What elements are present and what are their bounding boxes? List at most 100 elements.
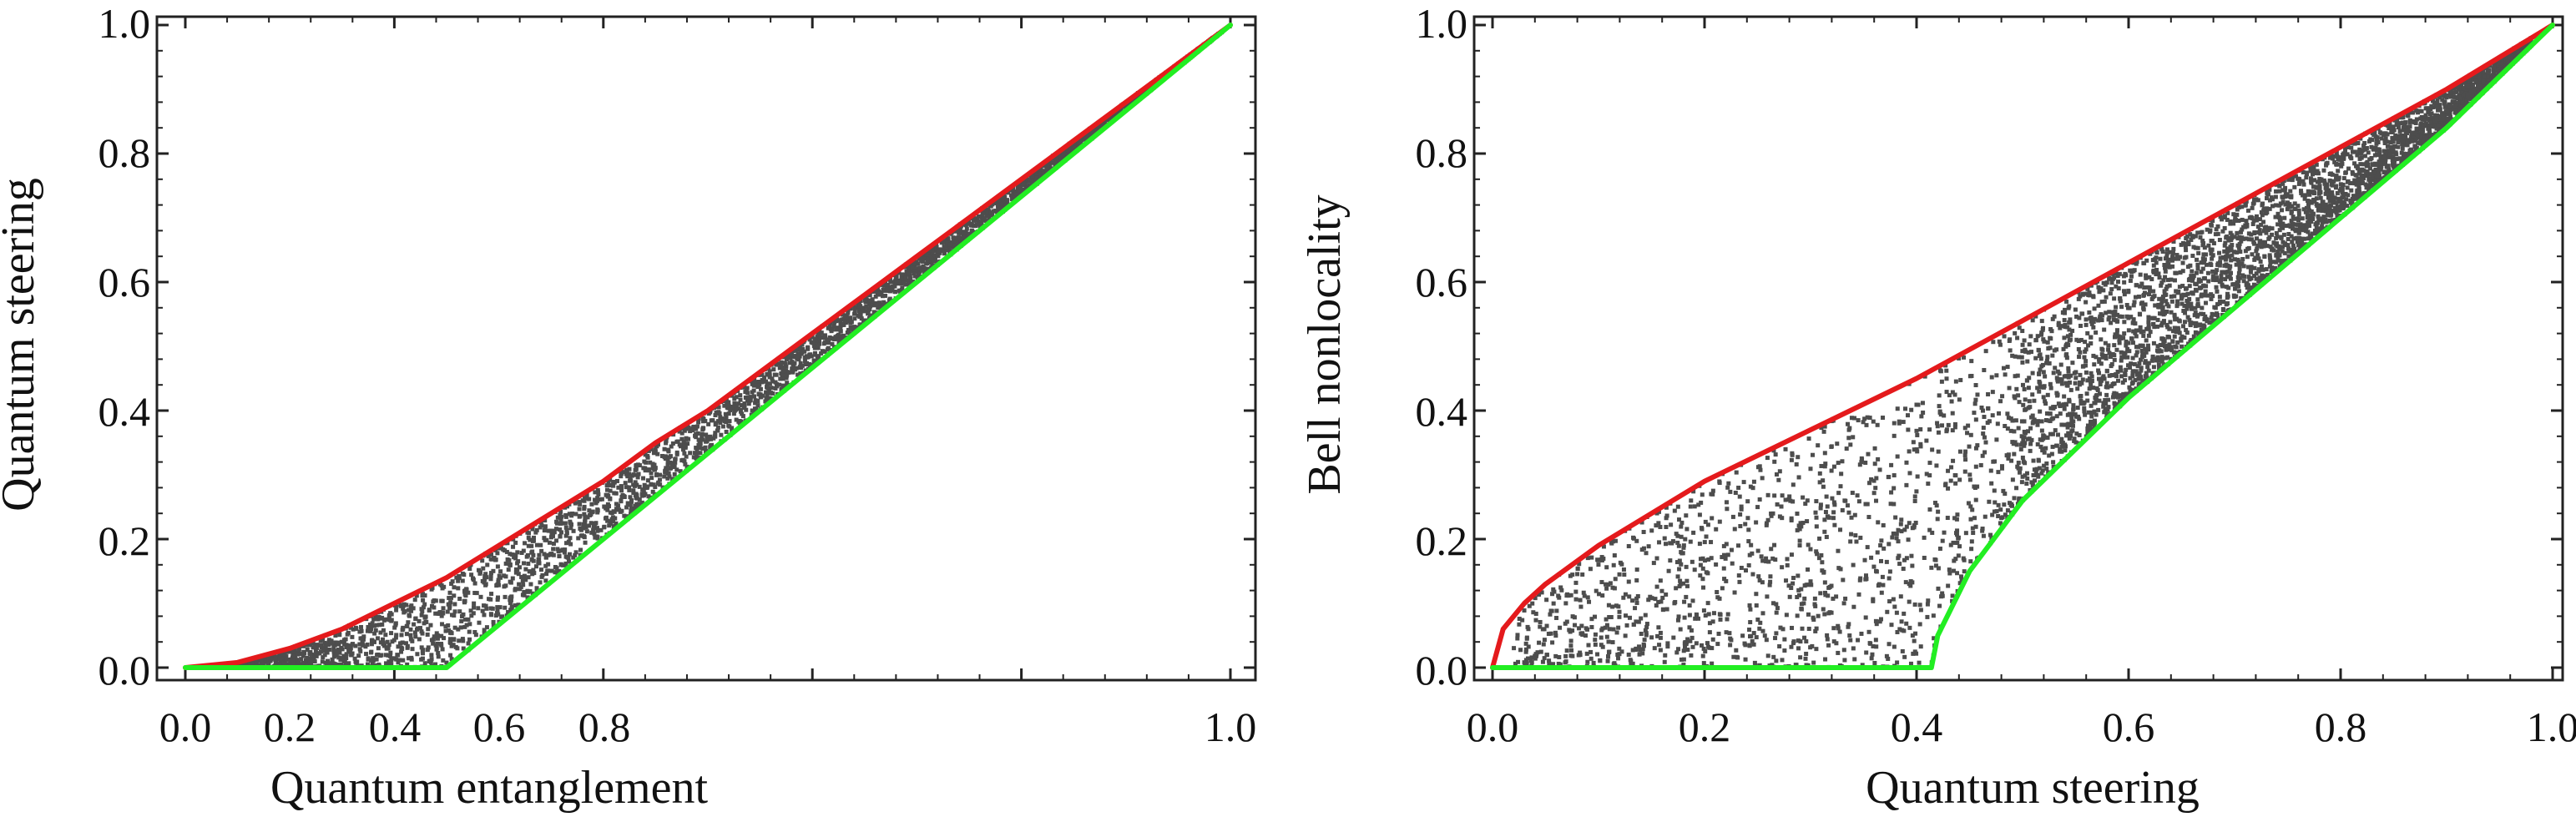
scatter-point xyxy=(694,446,699,451)
scatter-point xyxy=(825,337,830,342)
scatter-point xyxy=(452,625,457,630)
scatter-point xyxy=(777,382,782,387)
scatter-point xyxy=(2082,291,2087,296)
scatter-point xyxy=(441,606,446,611)
scatter-point xyxy=(2352,161,2357,166)
scatter-point xyxy=(2122,378,2127,383)
scatter-point xyxy=(1710,661,1715,666)
scatter-point xyxy=(2075,386,2080,391)
scatter-point xyxy=(695,424,700,429)
scatter-point xyxy=(323,646,328,651)
scatter-point xyxy=(2106,343,2111,348)
scatter-point xyxy=(1603,625,1608,630)
scatter-point xyxy=(496,595,501,600)
scatter-point xyxy=(643,468,648,473)
scatter-point xyxy=(713,431,718,436)
scatter-point xyxy=(594,526,599,531)
y-tick-label: 0.8 xyxy=(98,129,151,176)
scatter-point xyxy=(1134,96,1139,101)
scatter-point xyxy=(659,453,664,458)
scatter-point xyxy=(1986,406,1991,411)
scatter-point xyxy=(656,480,661,485)
scatter-point xyxy=(411,606,416,611)
scatter-point xyxy=(526,543,531,548)
scatter-point xyxy=(2033,470,2038,475)
scatter-point xyxy=(804,361,809,366)
scatter-point xyxy=(1548,612,1553,617)
scatter-point xyxy=(2040,468,2045,473)
scatter-point xyxy=(726,423,731,428)
scatter-point xyxy=(830,327,835,332)
scatter-point xyxy=(1675,540,1680,545)
scatter-point xyxy=(706,421,711,426)
scatter-point xyxy=(1955,512,1960,517)
scatter-point xyxy=(2250,205,2255,210)
scatter-point xyxy=(2023,397,2028,402)
scatter-point xyxy=(830,341,835,346)
scatter-point xyxy=(250,661,255,666)
scatter-point xyxy=(1595,652,1600,657)
scatter-point xyxy=(2073,376,2078,381)
scatter-point xyxy=(1619,649,1624,654)
scatter-point xyxy=(602,525,607,530)
scatter-point xyxy=(728,407,733,412)
scatter-point xyxy=(1902,611,1907,616)
scatter-point xyxy=(1014,192,1019,197)
scatter-point xyxy=(1682,599,1687,604)
scatter-point xyxy=(1817,471,1822,476)
scatter-point xyxy=(2097,359,2102,364)
scatter-point xyxy=(546,562,551,567)
scatter-point xyxy=(838,318,843,323)
scatter-point xyxy=(2259,222,2264,227)
scatter-point xyxy=(584,529,589,534)
scatter-point xyxy=(2077,416,2082,421)
scatter-point xyxy=(562,550,567,555)
scatter-point xyxy=(790,360,795,365)
scatter-point xyxy=(873,294,878,299)
scatter-point xyxy=(582,535,587,540)
scatter-point xyxy=(595,508,600,513)
scatter-point xyxy=(773,386,778,391)
scatter-point xyxy=(409,603,414,608)
scatter-point xyxy=(412,622,417,627)
scatter-point xyxy=(694,426,699,431)
scatter-point xyxy=(628,502,633,507)
scatter-point xyxy=(376,636,381,641)
scatter-point xyxy=(2290,204,2295,209)
scatter-point xyxy=(456,627,461,632)
scatter-point xyxy=(721,417,726,422)
scatter-point xyxy=(1901,420,1906,425)
scatter-point xyxy=(539,548,544,553)
scatter-point xyxy=(517,565,522,570)
scatter-point xyxy=(1811,617,1816,622)
scatter-point xyxy=(841,337,846,342)
scatter-point xyxy=(818,335,823,340)
scatter-point xyxy=(780,384,785,389)
scatter-point xyxy=(866,311,871,316)
scatter-point xyxy=(446,623,451,628)
scatter-point xyxy=(2177,255,2182,260)
scatter-point xyxy=(1073,145,1078,150)
chart-panel-2: Quantum steering Bell nonlocality 0.0 0.… xyxy=(1299,0,2576,814)
scatter-point xyxy=(419,657,424,662)
scatter-point xyxy=(1931,613,1936,618)
scatter-point xyxy=(1849,416,1854,421)
scatter-point xyxy=(708,443,713,448)
scatter-point xyxy=(555,547,560,552)
scatter-point xyxy=(523,541,528,546)
scatter-point xyxy=(374,623,379,628)
scatter-point xyxy=(2379,176,2384,181)
scatter-point xyxy=(649,482,654,487)
scatter-point xyxy=(2036,347,2041,352)
scatter-point xyxy=(2214,278,2219,283)
scatter-point xyxy=(827,336,832,341)
plot-frame xyxy=(155,15,1257,682)
scatter-point xyxy=(551,547,556,552)
scatter-point xyxy=(608,482,613,487)
scatter-point xyxy=(650,466,655,471)
scatter-point xyxy=(1003,202,1008,207)
scatter-point xyxy=(518,585,523,590)
scatter-point xyxy=(922,266,927,271)
scatter-point xyxy=(331,644,336,649)
scatter-point xyxy=(994,209,999,214)
